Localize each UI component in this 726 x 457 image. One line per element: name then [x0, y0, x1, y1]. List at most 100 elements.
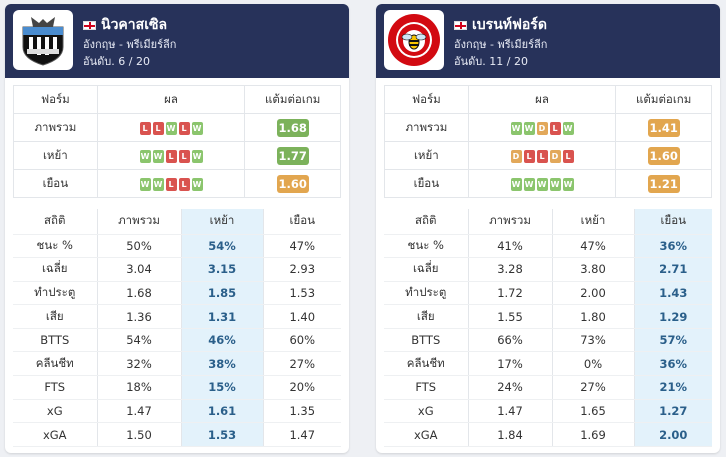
form-header: แต้มต่อเกม — [244, 85, 341, 114]
stat-value: 20% — [263, 375, 341, 400]
stats-header[interactable]: เหย้า — [181, 209, 264, 235]
stats-row: xG 1.47 1.65 1.27 — [384, 399, 712, 424]
result-pill[interactable]: D — [510, 149, 522, 163]
result-pill[interactable]: L — [165, 177, 177, 191]
stat-value: 1.84 — [468, 422, 553, 447]
stats-header[interactable]: สถิติ — [13, 209, 98, 235]
form-row: ภาพรวม L L W L W 1.68 — [13, 113, 341, 142]
stat-value: 27% — [552, 375, 635, 400]
form-header: ฟอร์ม — [384, 85, 469, 114]
result-pill[interactable]: W — [191, 121, 203, 135]
country-league[interactable]: อังกฤษ - พรีเมียร์ลีก — [454, 38, 548, 51]
stat-value: 17% — [468, 351, 553, 377]
stat-value: 1.40 — [263, 304, 341, 329]
result-pill[interactable]: L — [178, 149, 190, 163]
result-pill[interactable]: L — [523, 149, 535, 163]
ppg-badge: 1.68 — [276, 118, 309, 137]
stats-header[interactable]: เหย้า — [552, 209, 635, 235]
brentford-bee-crest-icon[interactable] — [384, 10, 444, 70]
form-row-label: เหย้า — [384, 141, 469, 170]
stat-label: เฉลี่ย — [384, 257, 469, 282]
team-name[interactable]: เบรนท์ฟอร์ด — [472, 17, 547, 33]
stat-value: 21% — [634, 375, 712, 400]
result-pill[interactable]: W — [191, 177, 203, 191]
team-name-row: นิวคาสเซิล — [83, 14, 167, 36]
stat-label: เสีย — [384, 304, 469, 329]
form-row-label: ภาพรวม — [384, 113, 469, 142]
stat-value: 41% — [468, 234, 553, 259]
stat-value: 1.36 — [97, 304, 182, 329]
stat-value: 1.47 — [97, 399, 182, 424]
ppg-badge: 1.60 — [647, 146, 680, 165]
stats-header[interactable]: สถิติ — [384, 209, 469, 235]
stats-header[interactable]: ภาพรวม — [468, 209, 553, 235]
form-header: แต้มต่อเกม — [615, 85, 712, 114]
team-name[interactable]: นิวคาสเซิล — [101, 17, 168, 33]
ppg-cell: 1.60 — [615, 141, 712, 170]
stat-value: 1.55 — [468, 304, 553, 329]
ppg-cell: 1.77 — [244, 141, 341, 170]
result-pill[interactable]: L — [165, 149, 177, 163]
england-flag-icon — [83, 20, 96, 30]
result-pill[interactable]: W — [191, 149, 203, 163]
stat-label: xGA — [384, 422, 469, 447]
result-pill[interactable]: W — [536, 177, 548, 191]
result-pill[interactable]: W — [562, 177, 574, 191]
result-pill[interactable]: L — [178, 177, 190, 191]
stat-label: BTTS — [13, 328, 98, 353]
result-pill[interactable]: W — [139, 177, 151, 191]
stat-value: 60% — [263, 328, 341, 353]
stat-label: FTS — [13, 375, 98, 400]
result-pill[interactable]: L — [178, 121, 190, 135]
stats-row: เสีย 1.55 1.80 1.29 — [384, 304, 712, 329]
result-pill[interactable]: W — [139, 149, 151, 163]
stats-row: คลีนชีท 32% 38% 27% — [13, 351, 341, 377]
stat-value: 1.72 — [468, 281, 553, 306]
stat-value: 47% — [552, 234, 635, 259]
result-pill[interactable]: W — [549, 177, 561, 191]
stat-label: ชนะ % — [384, 234, 469, 259]
stats-header[interactable]: เยือน — [634, 209, 712, 235]
result-pill[interactable]: L — [139, 121, 151, 135]
form-row: เหย้า W W L L W 1.77 — [13, 141, 341, 170]
country-league[interactable]: อังกฤษ - พรีเมียร์ลีก — [83, 38, 177, 51]
result-pill[interactable]: W — [510, 121, 522, 135]
stats-row: ชนะ % 41% 47% 36% — [384, 234, 712, 259]
stat-value: 3.04 — [97, 257, 182, 282]
stats-row: เฉลี่ย 3.28 3.80 2.71 — [384, 257, 712, 282]
stats-header[interactable]: เยือน — [263, 209, 341, 235]
newcastle-crest-icon[interactable] — [13, 10, 73, 70]
result-pill[interactable]: W — [523, 121, 535, 135]
stat-value: 1.43 — [634, 281, 712, 306]
stat-value: 1.80 — [552, 304, 635, 329]
stats-row: ชนะ % 50% 54% 47% — [13, 234, 341, 259]
result-pill[interactable]: L — [549, 121, 561, 135]
stat-value: 1.47 — [468, 399, 553, 424]
stats-row: FTS 24% 27% 21% — [384, 375, 712, 400]
result-pill[interactable]: W — [562, 121, 574, 135]
stats-header[interactable]: ภาพรวม — [97, 209, 182, 235]
ppg-badge: 1.21 — [647, 174, 680, 193]
result-pill[interactable]: W — [152, 149, 164, 163]
result-pill[interactable]: L — [562, 149, 574, 163]
result-pill[interactable]: D — [549, 149, 561, 163]
form-header: ผล — [467, 85, 617, 114]
stat-value: 1.50 — [97, 422, 182, 447]
result-pill[interactable]: W — [510, 177, 522, 191]
result-pill[interactable]: W — [523, 177, 535, 191]
stat-value: 38% — [181, 351, 264, 377]
stat-value: 54% — [97, 328, 182, 353]
stat-value: 1.31 — [181, 304, 264, 329]
result-pill[interactable]: L — [536, 149, 548, 163]
stat-value: 2.93 — [263, 257, 341, 282]
stat-value: 1.47 — [263, 422, 341, 447]
stat-value: 36% — [634, 234, 712, 259]
result-pill[interactable]: L — [152, 121, 164, 135]
result-pill[interactable]: W — [165, 121, 177, 135]
result-pill[interactable]: W — [152, 177, 164, 191]
result-pill[interactable]: D — [536, 121, 548, 135]
